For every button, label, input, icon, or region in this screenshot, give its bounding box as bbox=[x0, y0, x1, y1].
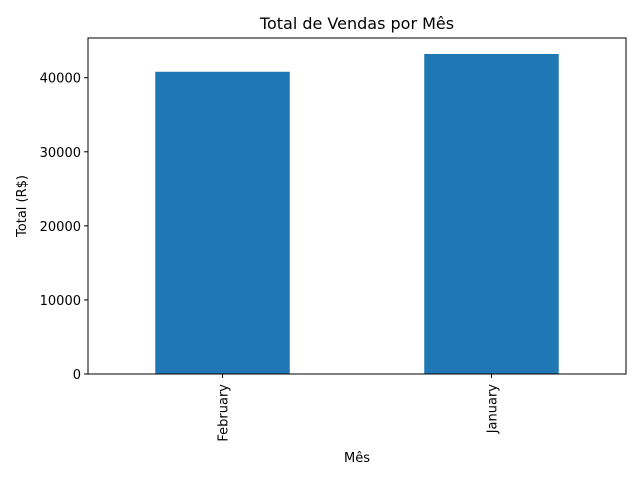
bar-january bbox=[424, 54, 559, 374]
bar-february bbox=[155, 71, 290, 374]
x-axis-ticks: February January bbox=[217, 374, 501, 442]
y-tick-label: 10000 bbox=[40, 294, 81, 309]
x-tick-label: January bbox=[486, 384, 501, 435]
bars-group bbox=[155, 54, 559, 374]
x-tick-label: February bbox=[217, 384, 232, 442]
y-tick-label: 0 bbox=[73, 368, 81, 383]
chart-title: Total de Vendas por Mês bbox=[259, 14, 454, 33]
y-tick-label: 30000 bbox=[40, 146, 81, 161]
y-axis-ticks: 0 10000 20000 30000 40000 bbox=[40, 72, 88, 383]
x-axis-label: Mês bbox=[344, 451, 370, 466]
plot-frame bbox=[87, 37, 627, 375]
y-tick-label: 40000 bbox=[40, 72, 81, 87]
y-axis-label: Total (R$) bbox=[15, 175, 30, 238]
y-tick-label: 20000 bbox=[40, 220, 81, 235]
